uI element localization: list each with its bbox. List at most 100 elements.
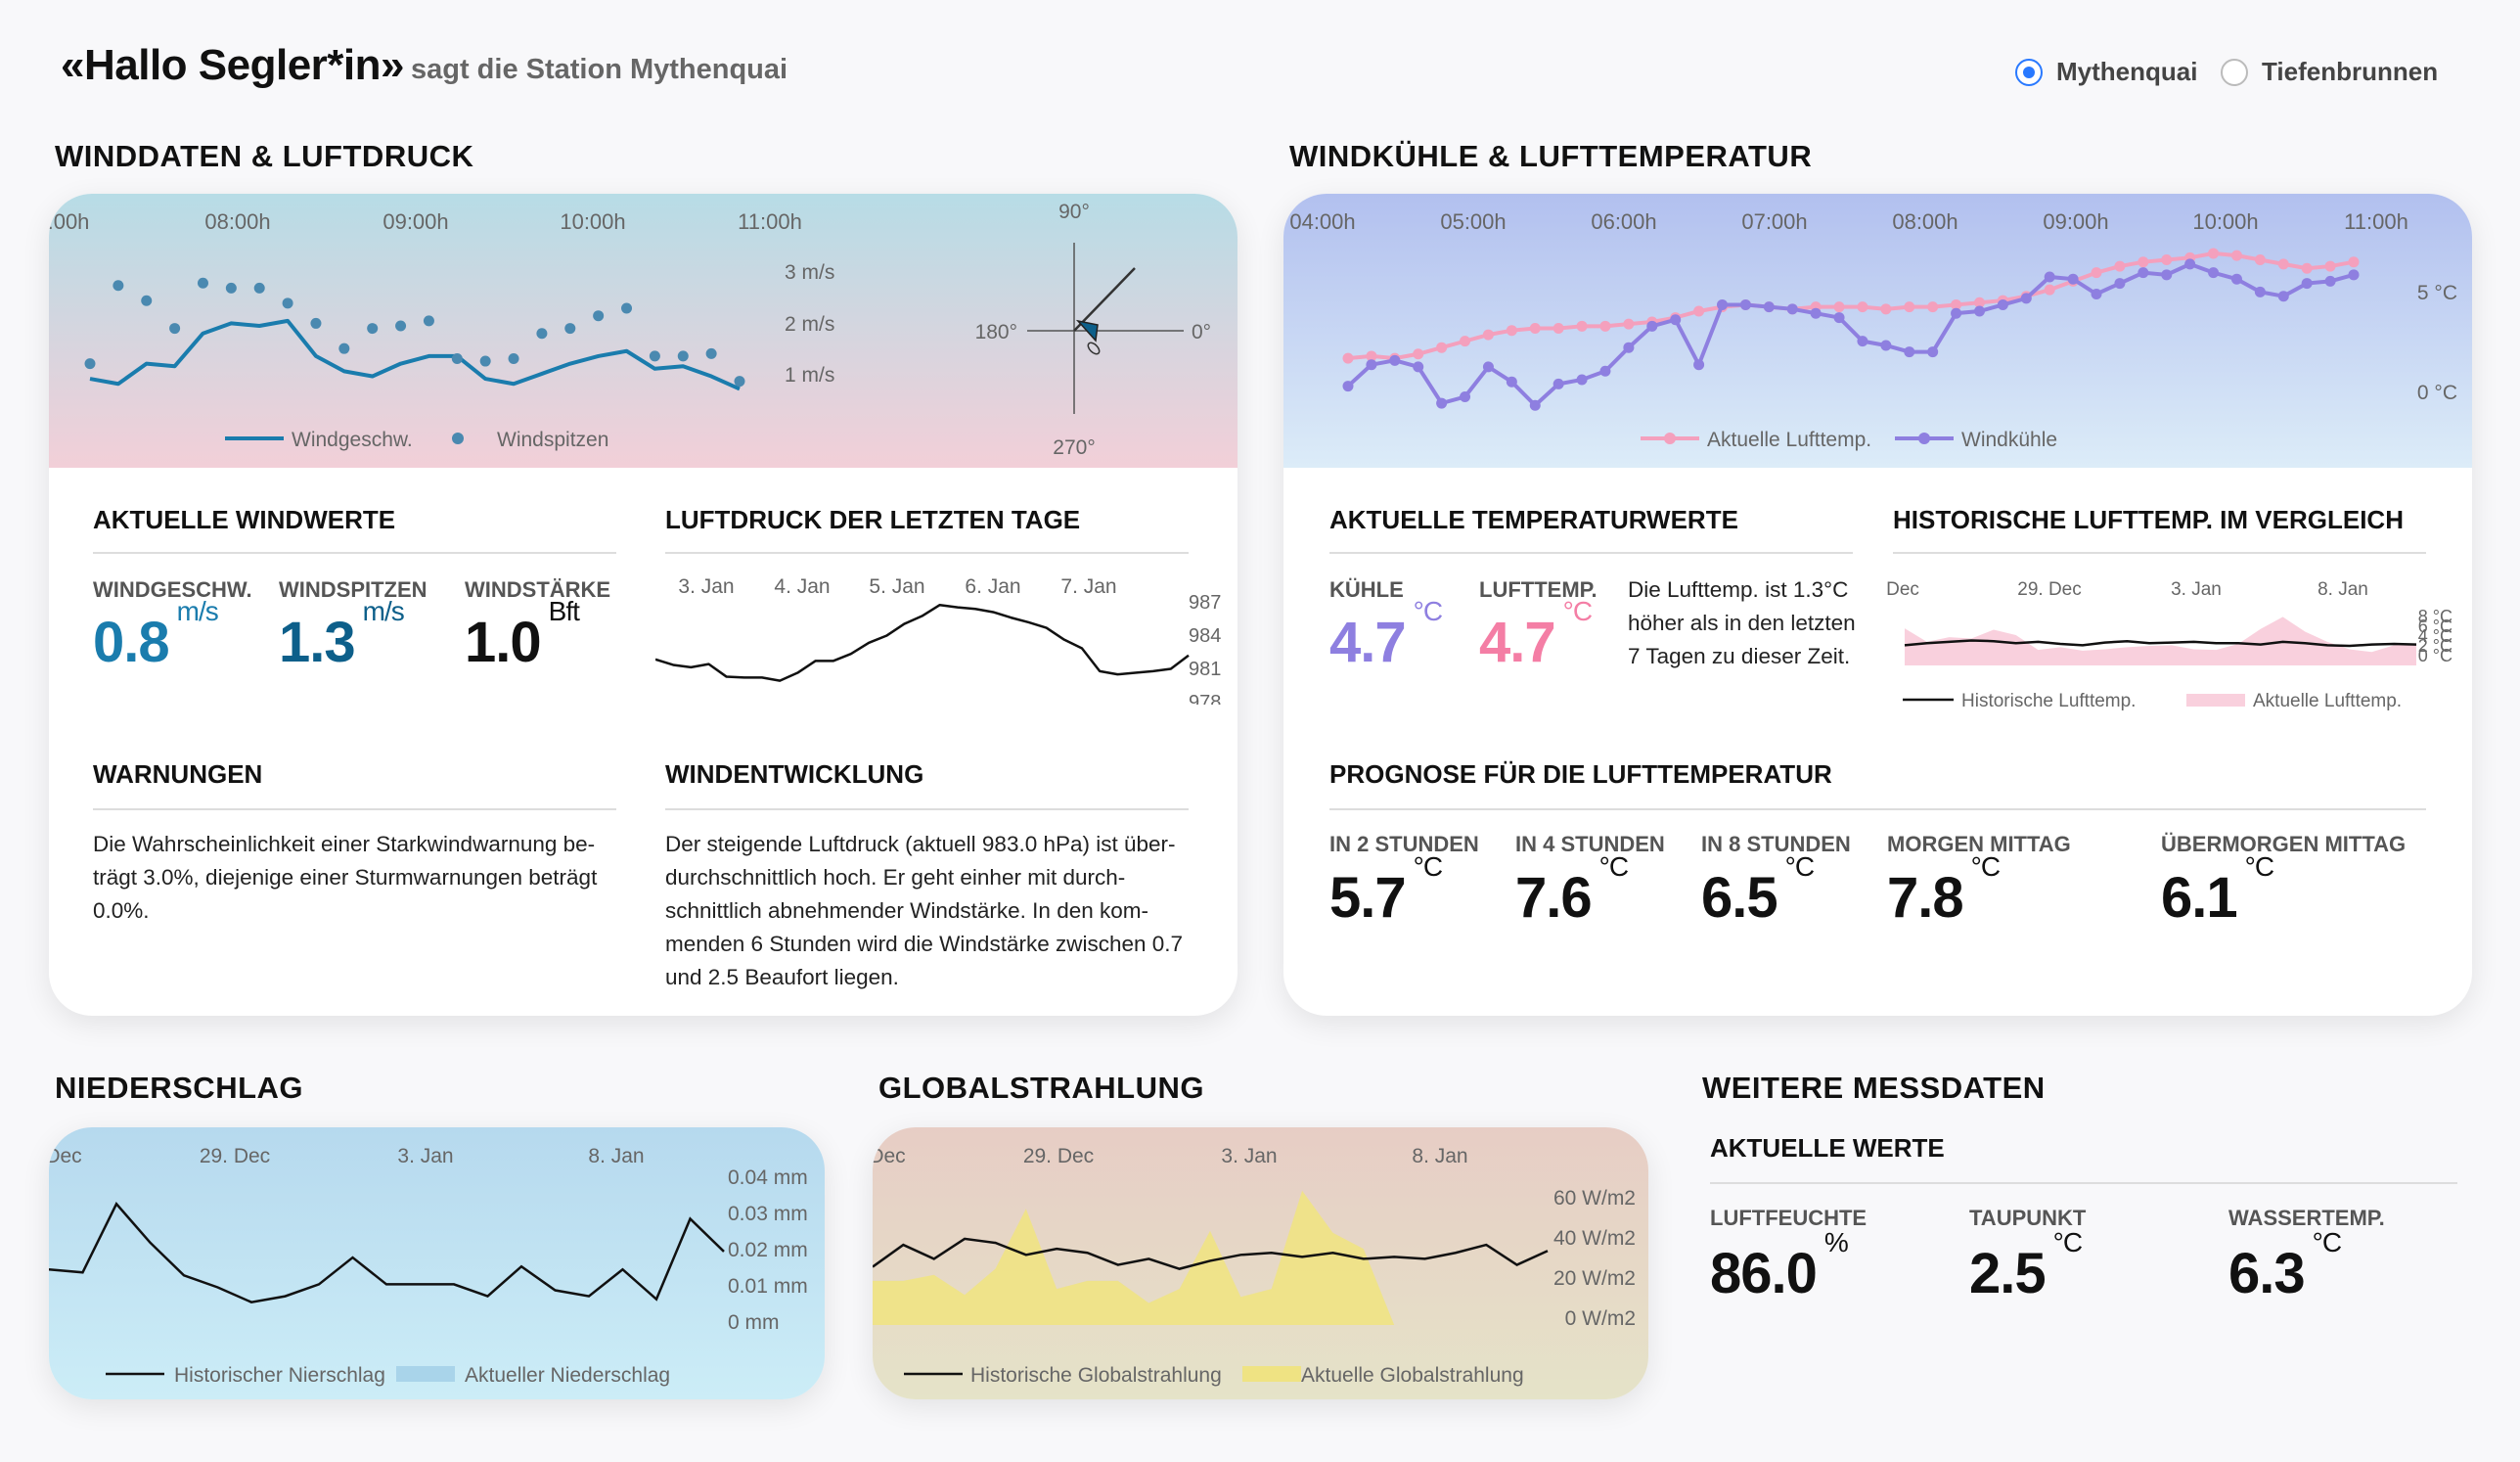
gust-point [593, 310, 605, 322]
x-tick-label: 5. Jan [869, 575, 924, 598]
forecast-value: 7.8 °C [1887, 851, 2001, 930]
temp-point [1623, 318, 1635, 330]
label-windspitzen: WINDSPITZEN [279, 577, 428, 602]
temp-point [1997, 298, 2008, 310]
temp-point [2324, 260, 2336, 272]
rain-card: Dec 29. Dec 3. Jan 8. Jan 0.04 mm 0.03 mm 0.02… [49, 1127, 825, 1399]
history-temp-chart: Dec 29. Dec 3. Jan 8. Jan 8 °C6 °C4 °C2 °C0 … [1886, 579, 2452, 711]
temp-point [1506, 376, 1517, 388]
temp-point [1552, 323, 1564, 334]
gust-point [677, 350, 689, 362]
temp-point [1951, 307, 1962, 319]
station-radio-tiefenbrunnen[interactable]: Tiefenbrunnen [2221, 57, 2438, 87]
y-tick-label: 8 °C [2418, 607, 2452, 626]
section-title-rain: NIEDERSCHLAG [55, 1071, 304, 1105]
x-tick-label: 05:00h [1440, 209, 1506, 234]
legend-windkuehle: Windkühle [1961, 429, 2057, 451]
x-tick-label: 6. Jan [965, 575, 1020, 598]
temp-point [2277, 291, 2289, 302]
legend-rain-hist: Historischer Nierschlag [174, 1364, 385, 1387]
gust-point [141, 295, 153, 306]
temp-point [1904, 301, 1915, 313]
wind-direction-needle [1073, 267, 1136, 332]
gust-point [705, 347, 717, 359]
wind-compass: 90° 180° 0° 270° [975, 201, 1212, 459]
y-tick-label: 20 W/m2 [1553, 1267, 1636, 1290]
temp-point [2091, 267, 2102, 279]
x-tick-label: 10:00h [560, 209, 625, 234]
radio-selected-icon[interactable] [2015, 58, 2043, 86]
temp-point [2208, 248, 2220, 259]
temp-point [2138, 256, 2149, 268]
pressure-chart: 3. Jan 4. Jan 5. Jan 6. Jan 7. Jan 987 hPa 984… [655, 575, 1223, 705]
gust-point [734, 376, 745, 388]
temp-point [1342, 352, 1354, 364]
y-tick-label: 0.03 mm [728, 1203, 808, 1225]
x-tick-label: 8. Jan [2318, 579, 2368, 600]
station-radio-mythenquai[interactable]: Mythenquai [2015, 57, 2197, 87]
pressure-title: LUFTDRUCK DER LETZTEN TAGE [665, 505, 1081, 534]
x-tick-label: 09:00h [382, 209, 448, 234]
section-title-more: WEITERE MESSDATEN [1702, 1071, 2046, 1105]
gust-point [479, 355, 491, 367]
temp-point [2184, 258, 2196, 270]
temp-point [2254, 254, 2266, 265]
y-tick-label: 0.04 mm [728, 1166, 808, 1189]
temp-point [2324, 275, 2336, 287]
history-current-area [1905, 617, 2416, 665]
gust-point [310, 317, 322, 329]
x-tick-label: 08:00h [204, 209, 270, 234]
compass-south: 270° [1053, 436, 1095, 459]
sun-chart: Dec 29. Dec 3. Jan 8. Jan 60 W/m2 40 W/m2 20 W… [873, 1145, 1636, 1387]
warnings-title: WARNUNGEN [93, 759, 263, 789]
pressure-line [655, 603, 1190, 682]
x-tick-label: 3. Jan [678, 575, 734, 598]
radio-unselected-icon[interactable] [2221, 58, 2248, 86]
x-tick-label: 8. Jan [588, 1145, 644, 1167]
legend-sun-current: Aktuelle Globalstrahlung [1301, 1364, 1524, 1387]
wind-trend-text: Der steigende Luftdruck (aktuell 983.0 h… [665, 832, 1184, 989]
compass-west: 180° [975, 321, 1017, 343]
wind-card: :00h 08:00h 09:00h 10:00h 11:00h 3 m/s 2 m/s 1 … [49, 194, 1238, 1016]
wind-gust-marker [1075, 319, 1099, 343]
temp-point [2161, 254, 2173, 265]
temp-point [1413, 348, 1424, 360]
legend-hist-temp: Historische Lufttemp. [1961, 691, 2136, 711]
y-tick-label: 2 m/s [785, 313, 834, 336]
sun-card: Dec 29. Dec 3. Jan 8. Jan 60 W/m2 40 W/m2 20 W… [873, 1127, 1648, 1399]
value-luftfeuchte: 86.0% [1710, 1227, 1849, 1305]
temp-point [1506, 325, 1517, 337]
temp-point [1810, 307, 1822, 319]
temp-card: 04:00h 05:00h 06:00h 07:00h 08:00h 09:00h 10:0… [1283, 194, 2472, 1016]
temp-point [1833, 301, 1845, 313]
temp-point [1763, 301, 1775, 313]
x-tick-label: Dec [873, 1145, 906, 1167]
gust-point [112, 280, 124, 292]
gust-point [282, 297, 293, 309]
gust-point [253, 282, 265, 294]
gust-point [225, 282, 237, 294]
wind-chart: :00h 08:00h 09:00h 10:00h 11:00h 3 m/s 2 m/s 1 … [49, 201, 1212, 459]
temp-point [1880, 303, 1892, 315]
value-taupunkt: 2.5 °C [1969, 1227, 2083, 1305]
section-title-temp: WINDKÜHLE & LUFTTEMPERATUR [1289, 139, 1813, 173]
temp-point [1460, 391, 1471, 402]
gust-point [338, 343, 350, 354]
y-tick-label: 60 W/m2 [1553, 1187, 1636, 1210]
x-tick-label: 8. Jan [1412, 1145, 1467, 1167]
legend-lufttemp: Aktuelle Lufttemp. [1707, 429, 1871, 451]
x-tick-label: 29. Dec [2017, 579, 2081, 600]
label-windstaerke: WINDSTÄRKE [465, 577, 611, 602]
temp-point [1576, 374, 1588, 386]
compass-east: 0° [1192, 321, 1211, 343]
x-tick-label: 08:00h [1892, 209, 1958, 234]
sun-history-line [873, 1237, 1549, 1270]
forecast-label: MORGEN MITTAG [1887, 832, 2071, 856]
legend-sun-hist: Historische Globalstrahlung [970, 1364, 1222, 1387]
x-tick-label: 29. Dec [200, 1145, 270, 1167]
x-tick-label: 11:00h [738, 209, 802, 234]
temp-point [1646, 320, 1658, 332]
value-windspitzen: 1.3 m/s [279, 596, 405, 674]
y-tick-label: 6 °C [2418, 617, 2452, 636]
temp-point [2348, 256, 2360, 268]
